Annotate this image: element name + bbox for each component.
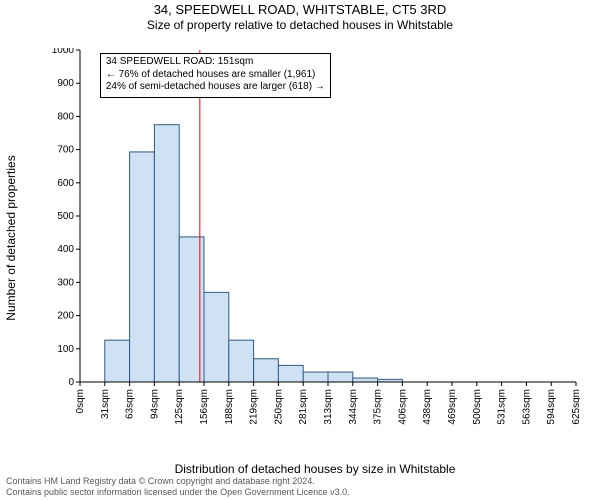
x-tick-label: 438sqm <box>422 389 433 425</box>
histogram-bar <box>154 125 179 382</box>
y-tick-label: 0 <box>68 377 74 388</box>
histogram-bar <box>254 359 279 382</box>
histogram-bar <box>204 292 229 382</box>
y-tick-label: 100 <box>57 344 74 355</box>
x-axis-label: Distribution of detached houses by size … <box>50 462 580 476</box>
title-line1: 34, SPEEDWELL ROAD, WHITSTABLE, CT5 3RD <box>0 2 600 18</box>
x-tick-label: 344sqm <box>348 389 359 425</box>
x-tick-label: 625sqm <box>571 389 580 425</box>
y-tick-label: 300 <box>57 277 74 288</box>
title-line2: Size of property relative to detached ho… <box>0 18 600 33</box>
histogram-bar <box>105 340 130 382</box>
histogram-bar <box>303 372 328 382</box>
x-tick-label: 469sqm <box>447 389 458 425</box>
y-tick-label: 900 <box>57 78 74 89</box>
x-tick-label: 125sqm <box>174 389 185 425</box>
y-axis-label: Number of detached properties <box>4 48 18 428</box>
histogram-bar <box>353 378 378 382</box>
x-tick-label: 563sqm <box>521 389 532 425</box>
x-tick-label: 375sqm <box>373 389 384 425</box>
histogram: 0 100 200 300 400 500 600 700 800 900 1000 0sqm 31sq… <box>50 48 580 428</box>
histogram-bar <box>229 340 254 382</box>
x-tick-label: 156sqm <box>199 389 210 425</box>
plot-area: Number of detached properties 0100200300… <box>50 48 580 428</box>
x-tick-label: 94sqm <box>149 389 160 419</box>
x-tick-label: 594sqm <box>546 389 557 425</box>
y-tick-label: 400 <box>57 244 74 255</box>
y-tick-label: 200 <box>57 311 74 322</box>
annotation-box: 34 SPEEDWELL ROAD: 151sqm ← 76% of detac… <box>100 53 331 98</box>
x-tick-label: 63sqm <box>125 389 136 419</box>
x-tick-label: 281sqm <box>298 389 309 425</box>
x-tick-label: 500sqm <box>472 389 483 425</box>
x-tick-label: 188sqm <box>224 389 235 425</box>
chart-title: 34, SPEEDWELL ROAD, WHITSTABLE, CT5 3RD … <box>0 0 600 33</box>
footer-text: Contains HM Land Registry data © Crown c… <box>6 476 350 498</box>
histogram-bar <box>328 372 353 382</box>
y-tick-label: 500 <box>57 211 74 222</box>
footer-line1: Contains HM Land Registry data © Crown c… <box>6 476 350 487</box>
x-tick-label: 531sqm <box>497 389 508 425</box>
x-tick-label: 31sqm <box>100 389 111 419</box>
histogram-bar <box>130 152 155 382</box>
x-tick-label: 406sqm <box>397 389 408 425</box>
x-tick-label: 219sqm <box>249 389 260 425</box>
footer-line2: Contains public sector information licen… <box>6 487 350 498</box>
x-tick-label: 313sqm <box>323 389 334 425</box>
y-tick-label: 700 <box>57 145 74 156</box>
histogram-bar <box>278 365 303 382</box>
x-tick-label: 0sqm <box>75 389 86 413</box>
y-tick-label: 800 <box>57 111 74 122</box>
y-tick-label: 600 <box>57 178 74 189</box>
x-tick-label: 250sqm <box>273 389 284 425</box>
y-tick-label: 1000 <box>52 48 75 56</box>
